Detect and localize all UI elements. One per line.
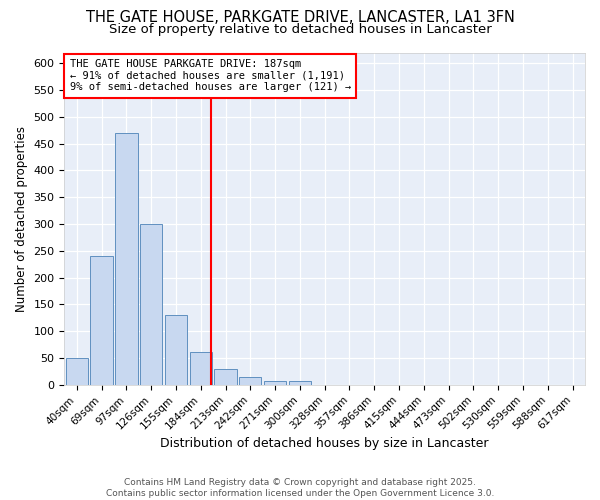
Bar: [65, 358, 88, 385]
Bar: [91, 256, 113, 385]
Text: THE GATE HOUSE, PARKGATE DRIVE, LANCASTER, LA1 3FN: THE GATE HOUSE, PARKGATE DRIVE, LANCASTE…: [86, 10, 514, 25]
Bar: [289, 380, 311, 385]
Bar: [165, 315, 187, 385]
Bar: [239, 377, 262, 385]
Bar: [190, 352, 212, 385]
Bar: [140, 224, 163, 385]
Text: Contains HM Land Registry data © Crown copyright and database right 2025.
Contai: Contains HM Land Registry data © Crown c…: [106, 478, 494, 498]
Bar: [115, 133, 137, 385]
Text: THE GATE HOUSE PARKGATE DRIVE: 187sqm
← 91% of detached houses are smaller (1,19: THE GATE HOUSE PARKGATE DRIVE: 187sqm ← …: [70, 59, 351, 92]
Y-axis label: Number of detached properties: Number of detached properties: [15, 126, 28, 312]
Bar: [264, 380, 286, 385]
Bar: [214, 369, 236, 385]
Text: Size of property relative to detached houses in Lancaster: Size of property relative to detached ho…: [109, 22, 491, 36]
X-axis label: Distribution of detached houses by size in Lancaster: Distribution of detached houses by size …: [160, 437, 489, 450]
